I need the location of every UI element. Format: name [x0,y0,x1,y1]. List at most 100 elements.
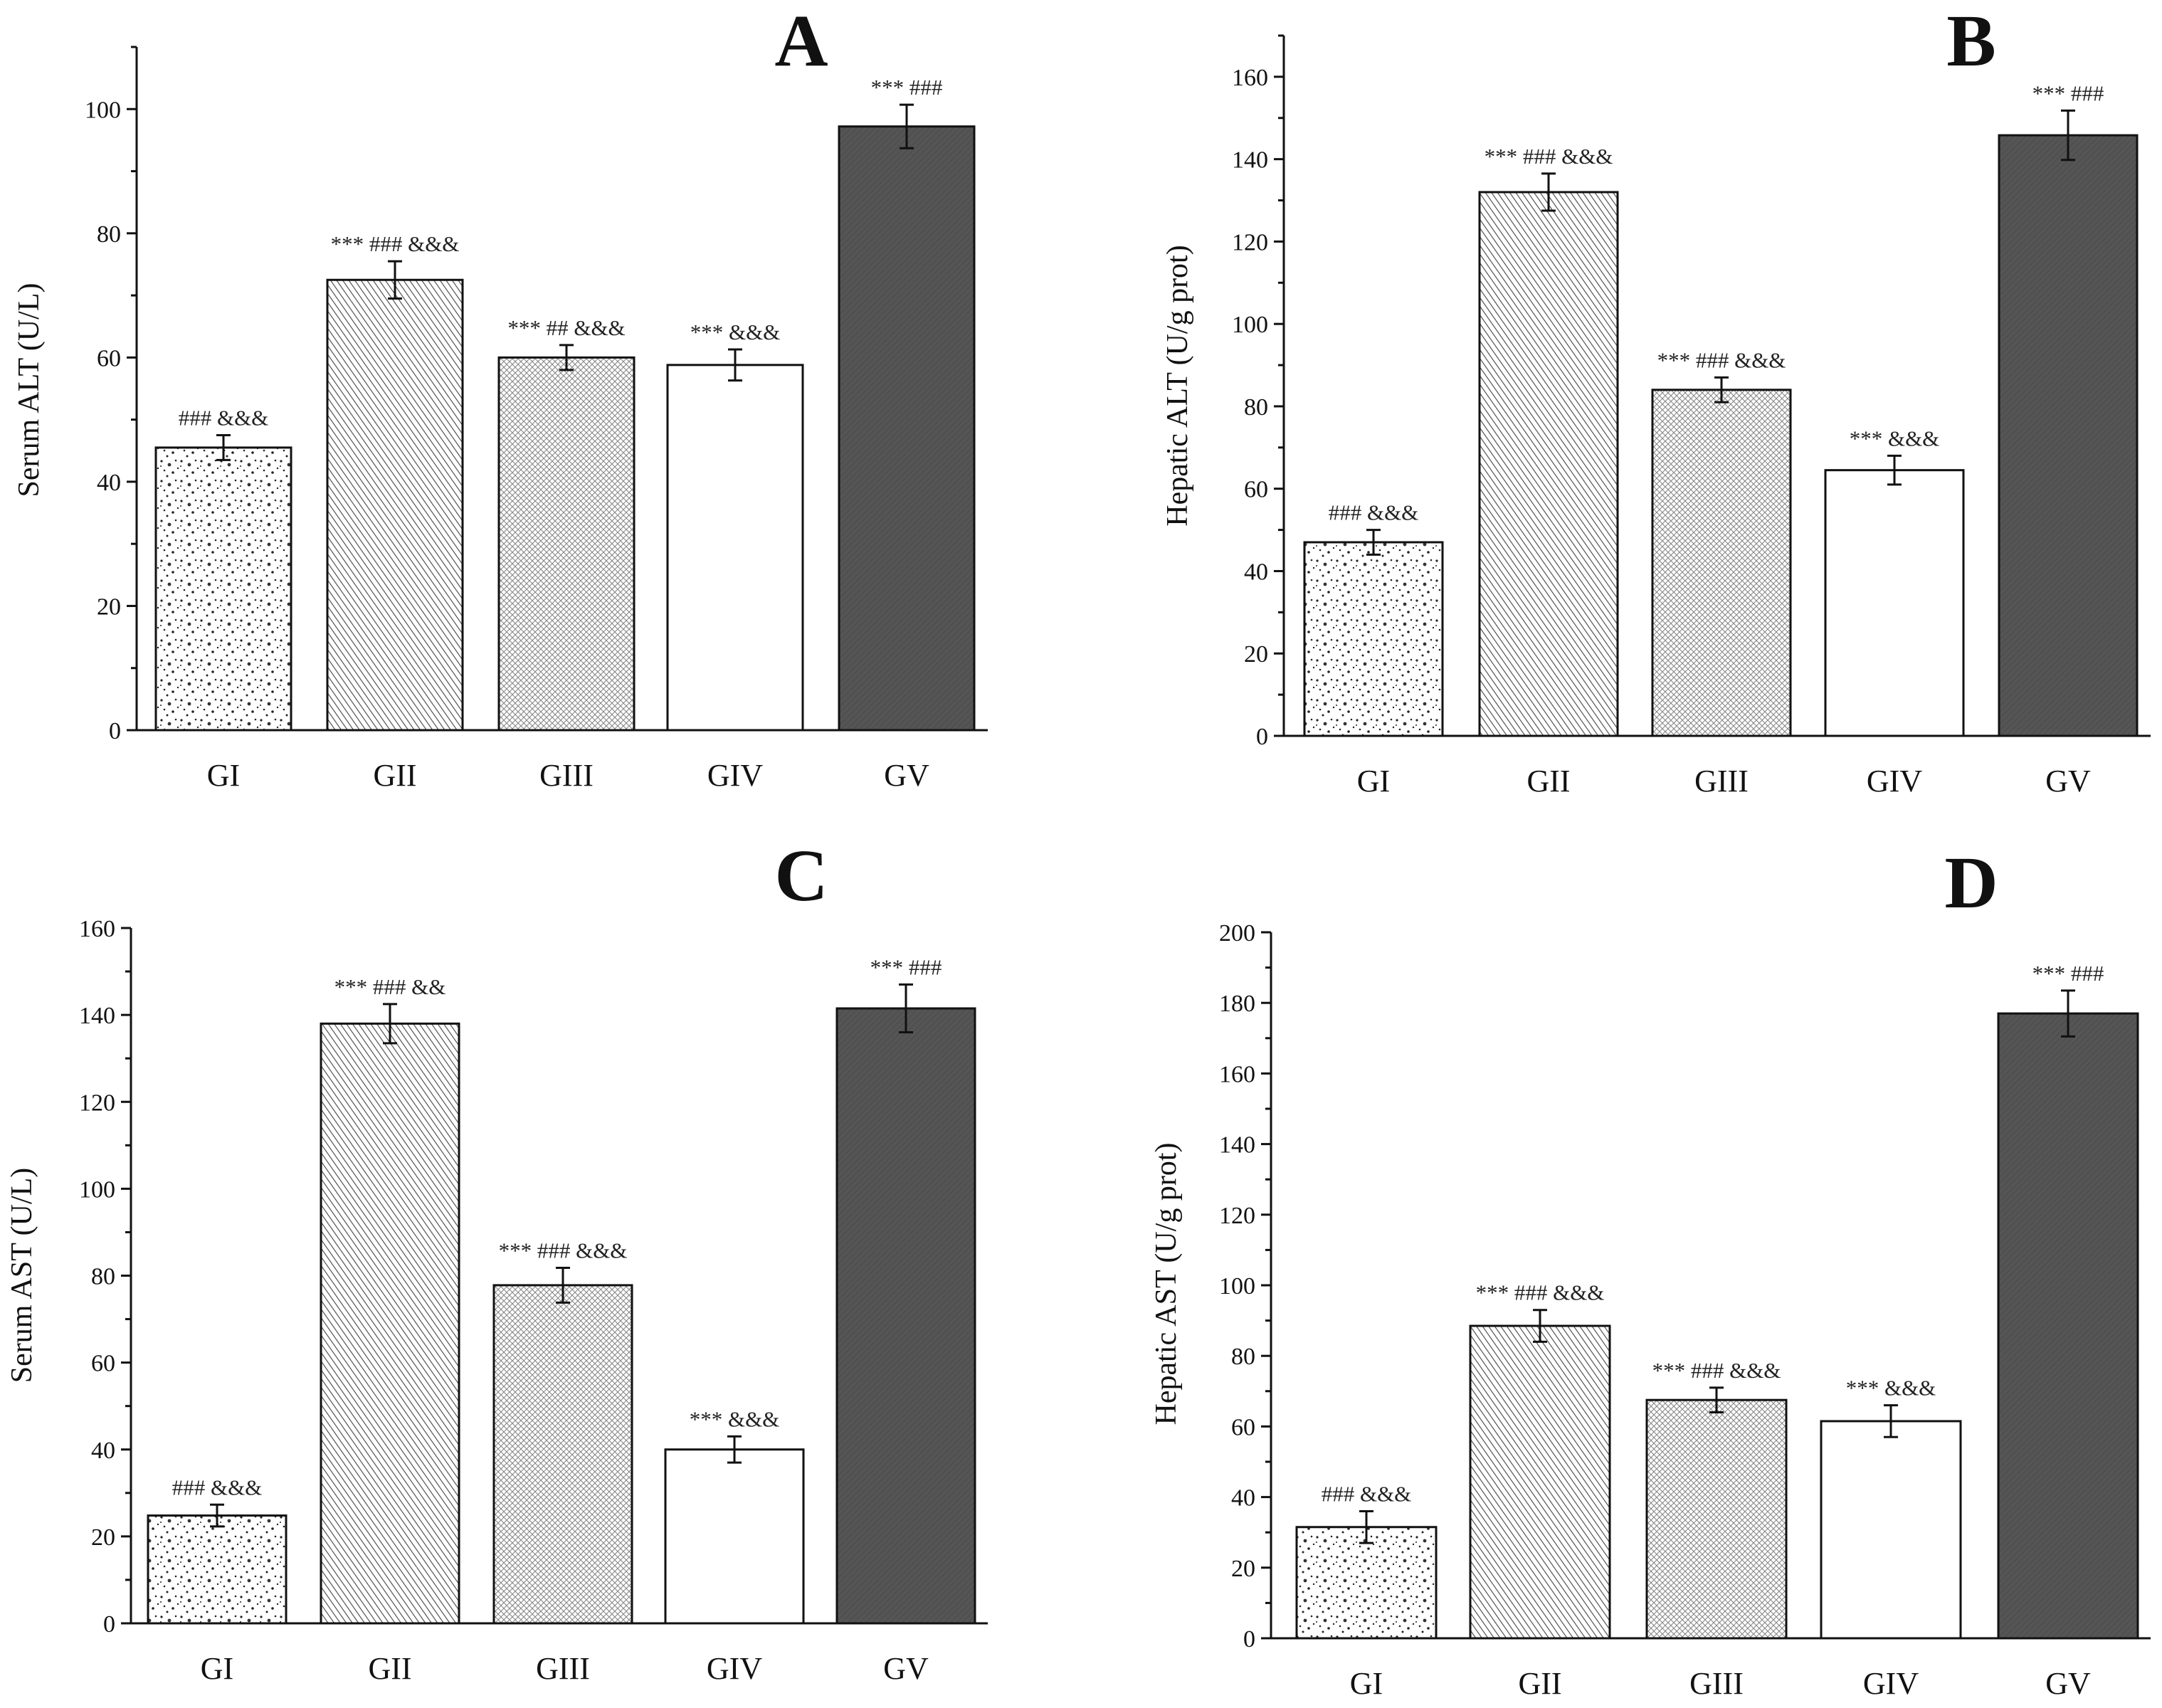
panel-a-significance-gii: *** ### &&& [331,231,460,256]
panel-c-significance-giii: *** ### &&& [499,1238,628,1263]
panel-d-y-tick-label: 40 [1231,1485,1255,1512]
panel-d-letter: D [1944,842,1998,924]
panel-b-bar-giii [1651,389,1792,737]
panel-a-x-tick-label-gv: GV [884,758,929,793]
panel-d-y-tick-label: 180 [1219,991,1255,1017]
panel-b-significance-gv: *** ### [2032,80,2104,105]
panel-b-y-axis-label: Hepatic ALT (U/g prot) [1161,245,1194,526]
panel-b-error-bar-giii [1714,376,1729,404]
panel-d-x-tick-label-giii: GIII [1689,1666,1744,1701]
panel-b-bar-gii [1478,191,1619,737]
panel-d-bar-gv [1997,1012,2139,1640]
panel-c-error-bar-gv [899,983,913,1034]
panel-a-bar-gv [838,125,976,732]
panel-c-x-tick-labels: GI GII GIII GIV GV [201,1651,929,1686]
panel-a-y-ticks: 0 20 40 60 80 100 [85,46,137,744]
panel-c-y-tick-label: 140 [79,1003,115,1029]
panel-b-y-ticks: 0 20 40 60 80 100 120 140 160 [1232,34,1284,750]
panel-d-y-tick-label: 140 [1219,1132,1255,1159]
panel-b-y-tick-label: 80 [1244,394,1268,421]
panel-c-chart: ### &&& *** ### && *** ### &&& *** &&& *** #… [6,835,988,1686]
panel-d-error-bar-gii [1533,1309,1547,1343]
panel-a-error-bar-gii [388,260,402,300]
panel-a-y-tick-label: 80 [97,221,121,248]
panel-d-y-ticks: 0 20 40 60 80 100 120 140 160 180 200 [1219,920,1271,1652]
panel-a-error-bar-gi [216,433,231,461]
panel-b-error-bar-gv [2061,109,2075,162]
panel-b-error-bar-gii [1541,172,1556,212]
panel-a-y-tick-label: 40 [97,470,121,496]
panel-a-significance-giv: *** &&& [690,320,781,344]
panel-c-bars: ### &&& *** ### && *** ### &&& *** &&& *** #… [147,954,976,1625]
panel-a-y-axis-label: Serum ALT (U/L) [13,283,46,497]
panel-b-bar-gv [1998,134,2139,737]
panel-c-y-axis-label: Serum AST (U/L) [6,1168,38,1383]
panel-c-x-tick-label-gii: GII [368,1651,411,1686]
panel-b-y-tick-label: 140 [1232,147,1268,174]
panel-c-bar-giii [492,1284,633,1625]
panel-d-y-tick-label: 120 [1219,1203,1255,1229]
panel-d-y-tick-label: 160 [1219,1061,1255,1087]
panel-a-bar-gi [154,446,292,732]
panel-d-x-tick-label-gii: GII [1518,1666,1561,1701]
panel-a-error-bar-gv [900,103,914,149]
panel-c-y-tick-label: 0 [103,1611,115,1638]
panel-d-x-tick-label-gv: GV [2045,1666,2091,1701]
panel-d-error-bar-giv [1884,1404,1898,1438]
panel-c-significance-gi: ### &&& [172,1475,263,1499]
panel-a-bars: ### &&& *** ### &&& *** ## &&& *** &&& *** #… [154,75,976,732]
panel-c-error-bar-gii [383,1003,397,1045]
panel-a-x-tick-label-gii: GII [373,758,416,793]
panel-b-bar-gi [1303,541,1444,737]
panel-a-x-tick-labels: GI GII GIII GIV GV [207,758,929,793]
panel-b-x-tick-labels: GI GII GIII GIV GV [1357,764,2091,798]
panel-b-x-tick-label-giii: GIII [1694,764,1749,798]
panel-a-error-bar-giv [728,348,742,382]
panel-d-bar-giv [1820,1420,1962,1640]
panel-b-bar-giv [1824,469,1965,737]
panel-d-significance-giv: *** &&& [1846,1376,1936,1401]
panel-b-y-tick-label: 120 [1232,229,1268,255]
panel-c-significance-giv: *** &&& [690,1406,780,1431]
panel-d-significance-gi: ### &&& [1322,1481,1412,1506]
panel-d-y-tick-label: 200 [1219,920,1255,947]
panel-c-y-ticks: 0 20 40 60 80 100 120 140 160 [79,916,131,1638]
panel-c-y-tick-label: 160 [79,916,115,942]
panel-c-letter: C [774,835,828,917]
panel-d-error-bar-gi [1359,1509,1373,1544]
panel-c-x-tick-label-gi: GI [201,1651,233,1686]
panel-c-y-tick-label: 100 [79,1176,115,1203]
panel-b-y-tick-label: 40 [1244,559,1268,585]
panel-c-error-bar-giii [556,1267,570,1304]
panel-b-y-tick-label: 60 [1244,477,1268,503]
panel-b-x-tick-label-gi: GI [1357,764,1390,798]
panel-c-bar-gv [835,1007,976,1625]
panel-a-y-tick-label: 0 [109,718,121,744]
panel-c-y-tick-label: 80 [91,1264,115,1290]
panel-a-x-tick-label-gi: GI [207,758,240,793]
panel-d-y-tick-label: 60 [1231,1414,1255,1440]
panel-b-significance-giii: *** ### &&& [1657,347,1786,372]
panel-c-y-tick-label: 20 [91,1524,115,1551]
panel-d-y-axis-label: Hepatic AST (U/g prot) [1150,1143,1183,1425]
panel-b-significance-gi: ### &&& [1329,500,1419,525]
panel-a-significance-giii: *** ## &&& [507,315,625,340]
panel-c-significance-gii: *** ### && [334,974,446,999]
panel-b-x-tick-label-gii: GII [1526,764,1570,798]
panel-b-x-tick-label-gv: GV [2045,764,2091,798]
panel-b-bars: ### &&& *** ### &&& *** ### &&& *** &&& *** … [1303,80,2139,737]
panel-b-y-tick-label: 20 [1244,641,1268,668]
panel-d-bar-gii [1469,1324,1611,1640]
panel-c-x-tick-label-gv: GV [883,1651,929,1686]
panel-d-error-bar-gv [2061,989,2075,1038]
panel-a-chart: ### &&& *** ### &&& *** ## &&& *** &&& *** #… [13,0,988,793]
panel-d-significance-gv: *** ### [2032,961,2104,986]
panel-d-y-tick-label: 0 [1243,1626,1255,1652]
panel-c-bar-gi [147,1514,288,1625]
panel-c-error-bar-gi [210,1503,224,1528]
panel-b-x-tick-label-giv: GIV [1867,764,1922,798]
panel-c-y-tick-label: 120 [79,1090,115,1116]
panel-a-significance-gv: *** ### [871,75,943,100]
panel-b-significance-gii: *** ### &&& [1485,144,1613,169]
panel-d-error-bar-giii [1709,1386,1724,1414]
